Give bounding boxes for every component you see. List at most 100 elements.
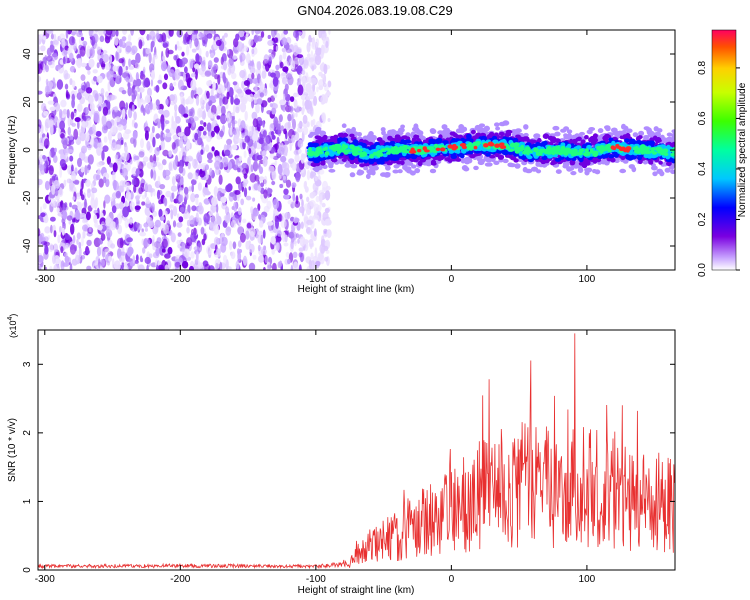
noise-speckle [299,193,303,200]
noise-speckle [141,201,146,206]
noise-speckle [224,149,231,156]
noise-speckle [178,159,185,169]
noise-speckle [195,251,199,262]
noise-speckle [98,178,104,188]
noise-speckle [221,105,226,116]
noise-speckle [61,227,65,236]
noise-speckle [115,30,119,37]
noise-speckle [245,89,252,95]
signal-blob [562,161,570,167]
signal-blob [309,131,315,137]
signal-blob [380,172,387,177]
noise-speckle [56,207,60,213]
signal-blob [542,133,550,139]
noise-speckle [320,95,325,105]
noise-speckle [324,256,329,262]
noise-speckle [266,110,273,115]
noise-speckle [245,33,249,39]
signal-blob [497,154,505,160]
signal-blob [543,140,548,146]
noise-speckle [61,266,65,270]
noise-speckle [271,180,276,186]
noise-speckle [240,198,245,206]
noise-speckle [260,248,267,255]
noise-speckle [94,222,99,228]
noise-speckle [75,192,82,200]
noise-speckle [38,240,41,246]
noise-speckle [203,213,210,223]
signal-blob [411,137,417,143]
noise-speckle [88,95,94,105]
noise-speckle [292,198,296,209]
noise-speckle [198,125,205,132]
noise-speckle [115,116,121,123]
noise-speckle [72,235,76,244]
noise-speckle [232,81,238,86]
noise-speckle [308,242,315,248]
noise-speckle [142,156,149,163]
noise-speckle [135,197,140,202]
noise-speckle [174,104,178,112]
noise-speckle [43,241,51,247]
noise-speckle [74,117,81,123]
noise-speckle [140,257,144,263]
signal-blob [656,128,663,133]
noise-speckle [325,185,331,191]
signal-blob [669,138,675,143]
noise-speckle [113,105,119,113]
noise-speckle [297,139,304,148]
noise-speckle [79,213,86,218]
noise-speckle [125,76,130,83]
noise-speckle [191,48,197,53]
noise-speckle [43,138,50,149]
signal-blob [365,173,371,180]
noise-speckle [177,132,185,137]
noise-speckle [196,87,203,96]
noise-speckle [84,198,87,210]
signal-blob [638,130,645,137]
signal-blob [643,135,650,140]
noise-speckle [287,113,292,122]
noise-speckle [62,262,70,267]
noise-speckle [115,50,120,62]
signal-blob [439,130,446,135]
noise-speckle [200,226,205,235]
noise-speckle [275,45,279,52]
noise-speckle [89,137,95,148]
noise-speckle [110,243,116,249]
noise-speckle [51,175,56,181]
noise-speckle [270,72,276,78]
noise-speckle [190,73,197,78]
noise-speckle [104,248,111,254]
noise-speckle [206,152,213,160]
noise-speckle [241,162,248,170]
noise-speckle [89,226,92,233]
noise-speckle [257,230,263,236]
noise-speckle [215,212,219,220]
noise-speckle [195,53,200,63]
noise-speckle [144,190,147,198]
noise-speckle [302,114,308,124]
signal-blob [654,138,660,143]
noise-speckle [205,164,209,171]
noise-speckle [179,58,183,68]
noise-speckle [43,236,49,242]
noise-speckle [220,85,225,94]
noise-speckle [135,254,139,262]
noise-speckle [166,132,172,138]
noise-speckle [310,77,317,85]
noise-speckle [121,36,127,42]
noise-speckle [86,190,91,198]
noise-speckle [220,196,227,203]
noise-speckle [120,117,128,126]
noise-speckle [72,80,76,89]
noise-speckle [269,153,275,159]
noise-speckle [176,222,183,228]
noise-speckle [257,60,262,71]
noise-speckle [231,144,238,151]
noise-speckle [213,186,219,197]
noise-speckle [138,87,145,93]
noise-speckle [191,183,194,193]
noise-speckle [256,98,263,105]
noise-speckle [201,134,208,139]
